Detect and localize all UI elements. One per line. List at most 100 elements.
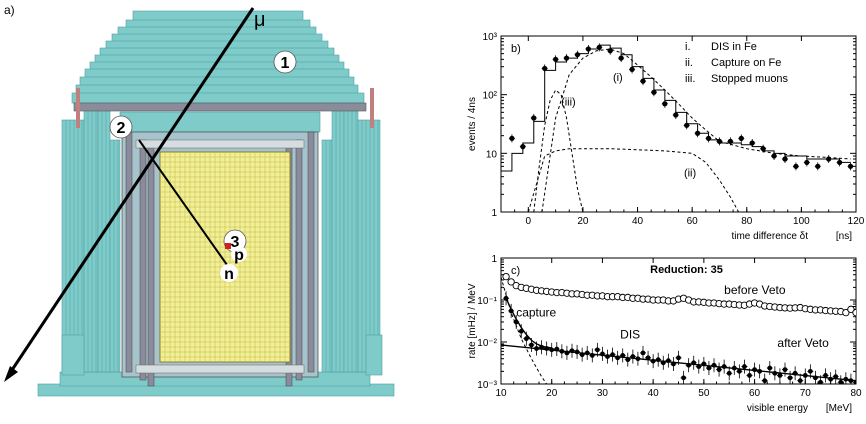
proton-label: p bbox=[231, 246, 247, 264]
data-point bbox=[738, 135, 744, 141]
frame-post bbox=[147, 145, 155, 387]
x-tick-label: 70 bbox=[800, 388, 812, 399]
data-point bbox=[804, 159, 810, 166]
y-tick-label: 1 bbox=[491, 254, 497, 265]
data-point bbox=[747, 373, 752, 378]
plot-area bbox=[501, 272, 856, 384]
roof-layer bbox=[75, 84, 359, 95]
muon-label: μ bbox=[254, 9, 266, 31]
svg-text:2: 2 bbox=[117, 120, 126, 137]
x-tick-label: 80 bbox=[741, 216, 753, 227]
y-tick-label: 10⁻² bbox=[477, 338, 497, 349]
panel-label: b) bbox=[511, 43, 521, 55]
frame-post bbox=[125, 131, 133, 373]
series-histogram bbox=[501, 44, 851, 212]
data-point bbox=[529, 342, 534, 348]
curve-label: (ii) bbox=[684, 168, 696, 180]
x-tick-label: 80 bbox=[850, 388, 862, 399]
x-tick-label: 100 bbox=[793, 216, 810, 227]
data-point bbox=[823, 373, 828, 378]
data-point-open bbox=[852, 308, 856, 317]
data-point bbox=[640, 78, 646, 84]
data-point bbox=[662, 101, 668, 107]
frame-post bbox=[295, 139, 303, 381]
roof-layer bbox=[132, 10, 304, 22]
x-tick-label: 60 bbox=[687, 216, 699, 227]
muon-arrowhead bbox=[4, 366, 18, 382]
panel-label: c) bbox=[511, 265, 520, 277]
x-tick-label: 20 bbox=[546, 388, 558, 399]
data-point bbox=[523, 336, 529, 342]
data-point bbox=[716, 367, 722, 373]
chart-time-difference: 0 20 40 60 80 100 120 1 10 10² 10³ b) time differenc… bbox=[467, 32, 865, 242]
shield-block bbox=[365, 334, 383, 376]
y-tick-label: 10⁻¹ bbox=[477, 296, 497, 307]
legend-label: Capture on Fe bbox=[711, 57, 781, 69]
detector-drawing: a) μ 1 2 3 p n bbox=[4, 3, 395, 397]
svg-text:3: 3 bbox=[231, 234, 240, 251]
legend-key: ii. bbox=[685, 57, 693, 69]
plot-frame bbox=[500, 257, 857, 385]
svg-text:n: n bbox=[224, 266, 234, 283]
interaction-point bbox=[225, 243, 231, 249]
data-point-open bbox=[842, 308, 850, 317]
data-point bbox=[742, 364, 747, 369]
data-point bbox=[736, 368, 742, 374]
x-tick-label: 40 bbox=[632, 216, 644, 227]
shield-column bbox=[321, 139, 333, 373]
detector-body bbox=[37, 10, 395, 397]
data-point-open bbox=[507, 278, 515, 286]
x-axis-label: visible energy bbox=[747, 403, 808, 414]
frame-top bbox=[135, 139, 305, 149]
frame-bottom bbox=[135, 364, 305, 374]
shield-block bbox=[61, 334, 85, 376]
x-axis-unit: [ns] bbox=[836, 231, 852, 242]
legend-key: iii. bbox=[685, 73, 695, 85]
data-point bbox=[651, 89, 657, 95]
roof-marker bbox=[76, 88, 80, 128]
y-tick-label: 10 bbox=[486, 149, 498, 160]
legend-label: Stopped muons bbox=[711, 73, 789, 85]
y-tick-label: 1 bbox=[491, 208, 497, 219]
series-capture bbox=[505, 297, 552, 349]
x-tick-label: 60 bbox=[749, 388, 761, 399]
x-tick-label: 50 bbox=[698, 388, 710, 399]
roof-marker bbox=[370, 88, 374, 128]
inner-roof bbox=[119, 111, 321, 133]
y-tick-label: 10² bbox=[483, 91, 498, 102]
data-point bbox=[807, 368, 813, 374]
x-tick-label: 30 bbox=[597, 388, 609, 399]
neutron-label: n bbox=[220, 264, 238, 283]
annotation: before Veto bbox=[724, 283, 786, 297]
chart-title: Reduction: 35 bbox=[650, 264, 723, 276]
data-point bbox=[793, 163, 799, 169]
data-point bbox=[782, 156, 788, 162]
annotation: DIS bbox=[620, 328, 640, 342]
data-point bbox=[673, 112, 679, 118]
roof-layer bbox=[84, 68, 350, 79]
data-point bbox=[640, 350, 646, 356]
x-axis-unit: [MeV] bbox=[826, 403, 852, 414]
x-axis-label: time difference δt bbox=[731, 231, 808, 242]
data-point bbox=[553, 56, 559, 62]
y-tick-label: 10⁻³ bbox=[477, 380, 497, 391]
series-ii bbox=[527, 148, 740, 212]
data-point bbox=[771, 153, 777, 159]
data-point bbox=[726, 370, 732, 376]
legend-key: i. bbox=[685, 41, 691, 53]
data-point bbox=[676, 355, 681, 361]
data-point bbox=[787, 375, 793, 381]
x-tick-label: 0 bbox=[526, 216, 532, 227]
annotation: capture bbox=[516, 306, 556, 320]
legend-label: DIS in Fe bbox=[711, 41, 757, 53]
data-point bbox=[815, 163, 821, 169]
shield-column bbox=[357, 119, 381, 373]
svg-text:1: 1 bbox=[281, 55, 290, 72]
chart-visible-energy: 10 20 30 40 50 60 70 80 10⁻³ 10⁻² 10⁻¹ 1 c) visible e… bbox=[467, 254, 862, 414]
data-point bbox=[818, 379, 823, 384]
frame-post bbox=[307, 131, 315, 373]
data-point-open bbox=[502, 272, 510, 281]
data-point bbox=[782, 367, 788, 373]
plot-area bbox=[501, 43, 854, 212]
data-point bbox=[681, 375, 686, 381]
